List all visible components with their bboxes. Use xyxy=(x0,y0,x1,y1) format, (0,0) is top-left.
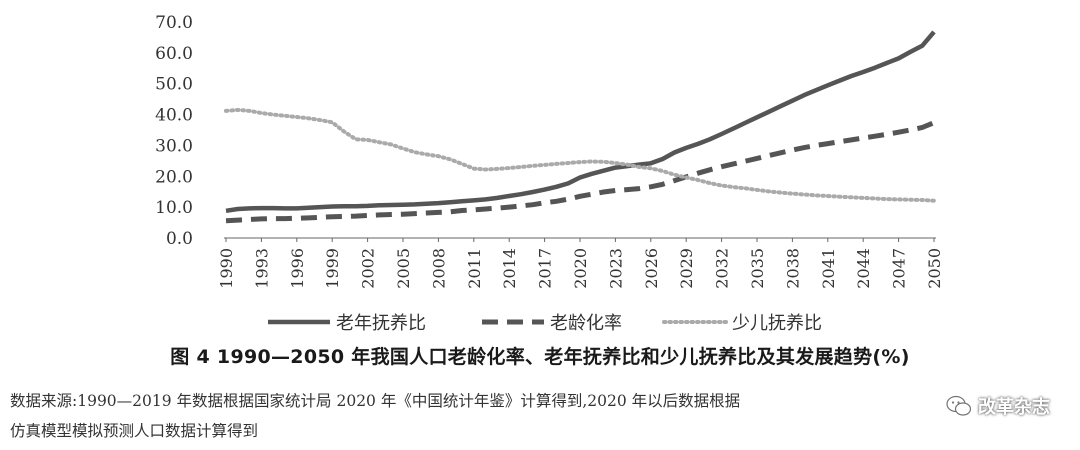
wechat-icon xyxy=(946,395,972,416)
figure-caption: 图 4 1990—2050 年我国人口老龄化率、老年抚养比和少儿抚养比及其发展趋… xyxy=(170,346,910,368)
y-tick-label: 40.0 xyxy=(155,106,193,126)
x-tick-label: 2008 xyxy=(429,248,448,289)
x-tick-label: 2038 xyxy=(783,248,802,289)
x-tick-label: 2014 xyxy=(500,248,519,289)
chart-area: 0.0 10.0 20.0 30.0 40.0 50.0 60.0 70.0 1990 1993… xyxy=(155,13,944,334)
series-line-3 xyxy=(224,107,936,203)
legend-label-3: 少儿抚养比 xyxy=(732,313,822,334)
x-tick-label: 2035 xyxy=(748,248,767,289)
y-tick-label: 50.0 xyxy=(155,75,193,95)
x-tick-label: 2023 xyxy=(606,248,625,289)
y-tick-label: 60.0 xyxy=(155,44,193,64)
x-axis-tick-labels: 1990 1993 1996 1999 2002 2005 2008 2011 2014 2017… xyxy=(217,238,944,289)
x-tick-label: 2020 xyxy=(571,248,590,289)
x-tick-label: 2047 xyxy=(890,248,909,289)
x-tick-label: 2044 xyxy=(854,248,873,289)
source-line-1: 数据来源:1990—2019 年数据根据国家统计局 2020 年《中国统计年鉴》… xyxy=(10,392,741,410)
x-tick-label: 2005 xyxy=(394,248,413,289)
x-tick-label: 1990 xyxy=(217,248,236,289)
legend-label-1: 老年抚养比 xyxy=(336,313,426,334)
y-tick-label: 10.0 xyxy=(155,198,193,218)
series-line-2 xyxy=(225,120,935,224)
series-line-1 xyxy=(225,30,936,214)
y-axis-tick-labels: 0.0 10.0 20.0 30.0 40.0 50.0 60.0 70.0 xyxy=(155,13,193,249)
watermark: 改革杂志 xyxy=(946,393,1050,419)
series-lines xyxy=(224,30,936,224)
x-tick-label: 1999 xyxy=(323,248,342,289)
y-tick-label: 20.0 xyxy=(155,167,193,187)
x-tick-label: 2050 xyxy=(925,248,944,289)
x-tick-label: 2041 xyxy=(819,248,838,289)
watermark-label: 改革杂志 xyxy=(978,397,1050,418)
legend-label-2: 老龄化率 xyxy=(550,313,622,334)
y-tick-label: 0.0 xyxy=(166,229,193,249)
legend: 老年抚养比 老龄化率 少儿抚养比 xyxy=(268,313,822,334)
source-line-2: 仿真模型模拟预测人口数据计算得到 xyxy=(10,422,259,440)
x-tick-label: 2017 xyxy=(536,248,555,289)
y-tick-label: 70.0 xyxy=(155,13,193,33)
x-tick-label: 1993 xyxy=(252,248,271,289)
data-source-note: 数据来源:1990—2019 年数据根据国家统计局 2020 年《中国统计年鉴》… xyxy=(10,386,1070,446)
y-tick-label: 30.0 xyxy=(155,136,193,156)
x-tick-label: 2032 xyxy=(713,248,732,289)
x-tick-label: 2026 xyxy=(642,248,661,289)
x-tick-label: 2002 xyxy=(359,248,378,289)
x-tick-label: 2011 xyxy=(465,248,484,289)
x-tick-label: 2029 xyxy=(677,248,696,289)
x-tick-label: 1996 xyxy=(288,248,307,289)
